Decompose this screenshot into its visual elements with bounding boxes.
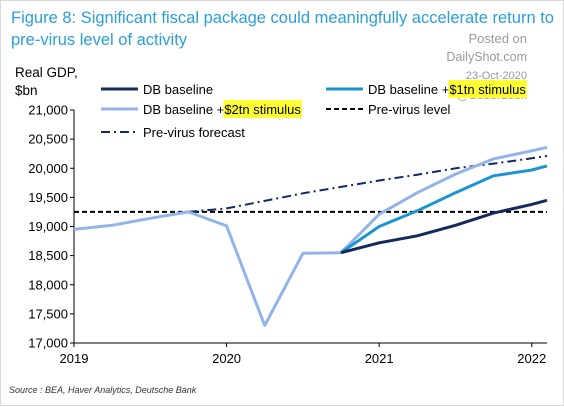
y-tick-label: 18,500 <box>28 248 68 263</box>
series-line-5 <box>188 155 548 213</box>
y-tick-label: 20,000 <box>28 161 68 176</box>
legend-highlight-3: $2tn stimulus <box>224 102 301 117</box>
y-axis-label: Real GDP, $bn <box>15 64 78 100</box>
chart-title: Figure 8: Significant fiscal package cou… <box>11 9 554 49</box>
y-axis-label-line2: $bn <box>15 83 38 98</box>
legend-label-3: DB baseline + <box>143 102 224 117</box>
x-tick-label: 2022 <box>517 351 546 366</box>
y-tick-label: 20,500 <box>28 132 68 147</box>
x-tick-label: 2020 <box>212 351 241 366</box>
series-line-3 <box>73 145 548 327</box>
watermark-site: DailyShot.com <box>446 50 527 64</box>
x-tick-label: 2021 <box>365 351 394 366</box>
legend-highlight-box-3 <box>223 100 302 118</box>
x-tick-label: 2019 <box>60 351 89 366</box>
legend-label-2: DB baseline + <box>368 82 449 97</box>
watermark-posted: Posted on <box>468 31 527 46</box>
series-line-2 <box>340 164 548 254</box>
source-note: Source : BEA, Haver Analytics, Deutsche … <box>9 385 197 395</box>
y-tick-label: 19,500 <box>28 190 68 205</box>
legend-label-5: Pre-virus forecast <box>143 125 245 140</box>
legend-highlight-2: $1tn stimulus <box>449 82 526 97</box>
y-tick-label: 17,000 <box>28 336 68 351</box>
watermark-date: 23-Oct-2020 <box>465 70 527 82</box>
y-tick-label: 18,000 <box>28 277 68 292</box>
y-tick-label: 17,500 <box>28 306 68 321</box>
y-tick-label: 19,000 <box>28 219 68 234</box>
series-line-1 <box>340 198 548 255</box>
legend-highlight-box-2 <box>448 80 527 98</box>
legend-label-4: Pre-virus level <box>368 102 450 117</box>
y-axis-label-line1: Real GDP, <box>15 65 78 80</box>
y-tick-label: 21,000 <box>28 103 68 118</box>
legend-label-1: DB baseline <box>143 82 213 97</box>
